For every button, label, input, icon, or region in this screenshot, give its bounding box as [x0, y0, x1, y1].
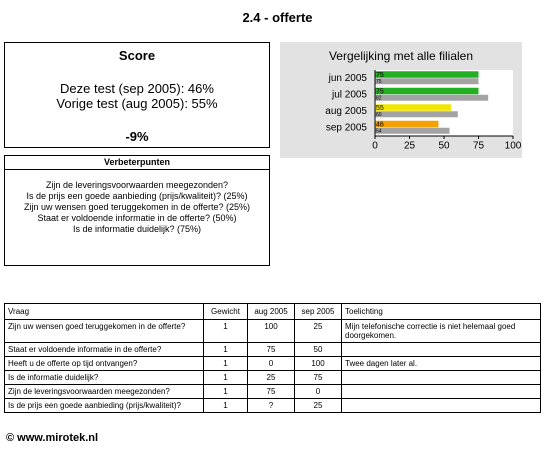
- bar: [375, 87, 479, 95]
- table-cell: 1: [203, 384, 248, 399]
- bar-label: 60: [376, 112, 382, 118]
- footer: © www.mirotek.nl: [6, 432, 99, 444]
- column-header: Vraag: [4, 303, 204, 320]
- category-label: aug 2005: [325, 106, 367, 117]
- table-row: Zijn de leveringsvoorwaarden meegezonden…: [4, 384, 541, 399]
- bar-label: 75: [376, 79, 382, 85]
- chart-title: Vergelijking met alle filialen: [329, 49, 473, 63]
- questions-table: Vraag Gewicht aug 2005 sep 2005 Toelichting …: [4, 303, 541, 413]
- table-cell: 25: [247, 370, 295, 385]
- table-cell: 100: [294, 356, 342, 371]
- column-header: aug 2005: [247, 303, 295, 320]
- chart-box: Vergelijking met alle filialen jun 2005 7…: [280, 42, 522, 158]
- table-row: Is de informatie duidelijk? 1 25 75: [4, 370, 541, 385]
- table-cell: Mijn telefonische correctie is niet hele…: [341, 319, 541, 343]
- table-cell: Zijn uw wensen goed teruggekomen in de o…: [4, 319, 204, 343]
- improvements-list: Zijn de leveringsvoorwaarden meegezonden…: [17, 180, 257, 235]
- x-tick-label: 75: [473, 141, 485, 152]
- table-row: Heeft u de offerte op tijd ontvangen? 1 0 1…: [4, 356, 541, 371]
- table-cell: 75: [247, 342, 295, 357]
- bar: [375, 94, 489, 101]
- table-cell: [341, 342, 541, 357]
- score-box: Score Deze test (sep 2005): 46% Vorige t…: [4, 42, 270, 148]
- improvement-item: Zijn de leveringsvoorwaarden meegezonden…: [45, 180, 229, 190]
- table-cell: 0: [247, 356, 295, 371]
- table-cell: ?: [247, 398, 295, 413]
- score-current: Deze test (sep 2005): 46%: [60, 81, 214, 96]
- bar: [375, 71, 479, 78]
- x-tick-label: 50: [438, 141, 450, 152]
- table-cell: 1: [203, 356, 248, 371]
- bar-label: 82: [376, 96, 382, 102]
- table-row: Is de prijs een goede aanbieding (prijs/…: [4, 398, 541, 413]
- improvement-item: Zijn uw wensen goed teruggekomen in de o…: [24, 202, 250, 212]
- category-label: jun 2005: [328, 73, 368, 84]
- table-cell: 50: [294, 342, 342, 357]
- table-cell: Is de prijs een goede aanbieding (prijs/…: [4, 398, 204, 413]
- column-header: Toelichting: [341, 303, 541, 320]
- bar-label: 54: [376, 129, 382, 135]
- score-difference: -9%: [125, 129, 149, 144]
- table-cell: [341, 398, 541, 413]
- table-cell: 0: [294, 384, 342, 399]
- table-row: Staat er voldoende informatie in de offe…: [4, 342, 541, 357]
- table-cell: Is de informatie duidelijk?: [4, 370, 204, 385]
- improvement-item: Is de informatie duidelijk? (75%): [72, 224, 202, 234]
- table-cell: [341, 370, 541, 385]
- x-tick-label: 100: [505, 141, 522, 152]
- bar: [375, 111, 458, 118]
- improvements-box: Verbeterpunten Zijn de leveringsvoorwaar…: [4, 155, 270, 266]
- table-cell: 75: [294, 370, 342, 385]
- category-label: sep 2005: [326, 122, 368, 133]
- bar-label: 46: [376, 121, 384, 128]
- score-previous: Vorige test (aug 2005): 55%: [56, 96, 218, 111]
- table-row: Zijn uw wensen goed teruggekomen in de o…: [4, 319, 541, 343]
- bar: [375, 120, 439, 128]
- bar: [375, 127, 450, 134]
- table-cell: 1: [203, 398, 248, 413]
- table-cell: 1: [203, 370, 248, 385]
- table-cell: Heeft u de offerte op tijd ontvangen?: [4, 356, 204, 371]
- table-cell: 100: [247, 319, 295, 343]
- score-title: Score: [118, 48, 156, 63]
- table-cell: 1: [203, 319, 248, 343]
- x-tick-label: 25: [404, 141, 416, 152]
- page-title: 2.4 - offerte: [242, 10, 313, 25]
- bar-label: 55: [376, 105, 384, 112]
- column-header: sep 2005: [294, 303, 342, 320]
- bar: [375, 78, 479, 85]
- table-cell: Twee dagen later al.: [341, 356, 541, 371]
- category-label: jul 2005: [331, 89, 367, 100]
- improvement-item: Is de prijs een goede aanbieding (prijs/…: [26, 191, 248, 201]
- chart: Vergelijking met alle filialen jun 2005 7…: [325, 49, 522, 152]
- x-tick-label: 0: [372, 141, 378, 152]
- bar-label: 75: [376, 88, 384, 95]
- bar: [375, 104, 451, 111]
- table-cell: [341, 384, 541, 399]
- improvement-item: Staat er voldoende informatie in de offe…: [37, 213, 237, 223]
- table-cell: 1: [203, 342, 248, 357]
- table-cell: 25: [294, 398, 342, 413]
- table-cell: Zijn de leveringsvoorwaarden meegezonden…: [4, 384, 204, 399]
- table-cell: 25: [294, 319, 342, 343]
- table-cell: 75: [247, 384, 295, 399]
- column-header: Gewicht: [203, 303, 248, 320]
- bar-label: 75: [376, 72, 384, 79]
- table-cell: Staat er voldoende informatie in de offe…: [4, 342, 204, 357]
- improvements-title: Verbeterpunten: [5, 156, 269, 170]
